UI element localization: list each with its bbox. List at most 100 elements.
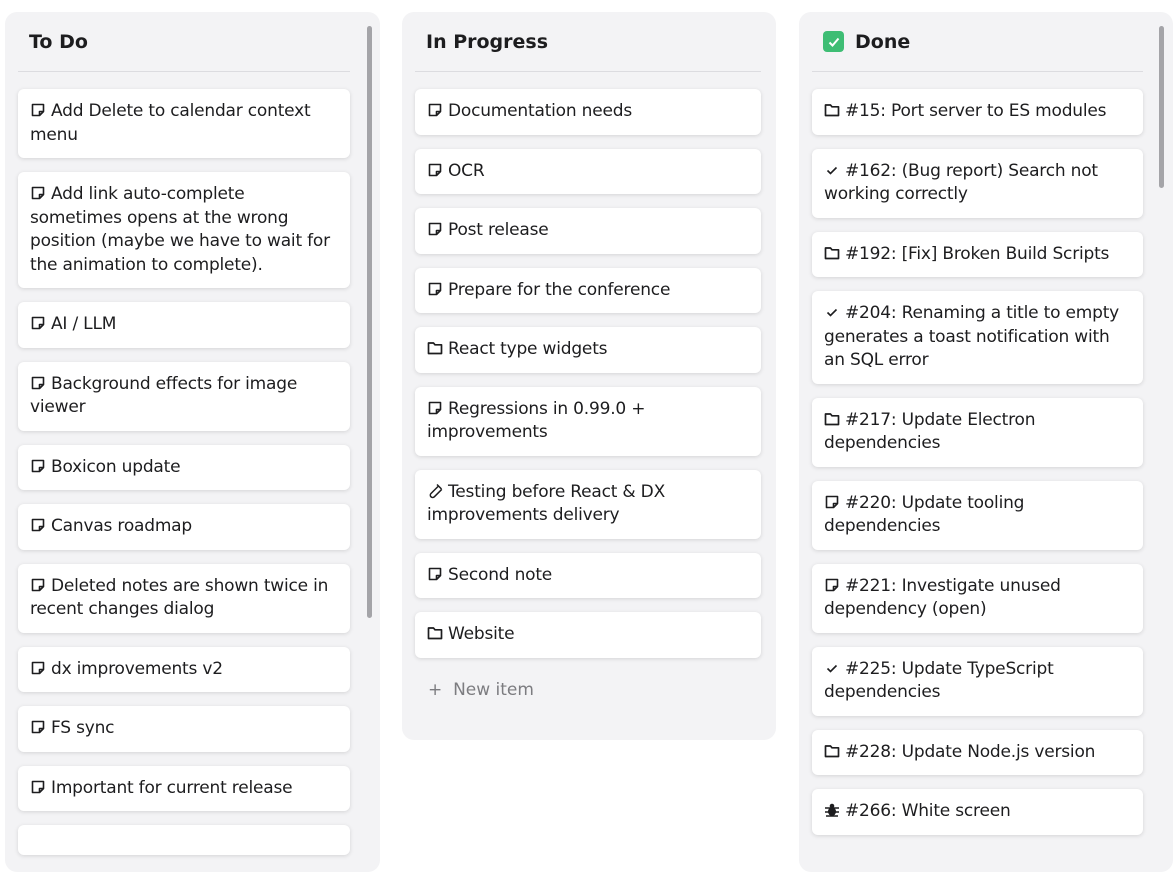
column-title: Done [855,30,911,53]
column-in-progress: In Progress Documentation needs OCR Post r… [402,12,776,740]
note-icon [30,458,46,474]
folder-icon [824,743,840,759]
card-title: AI / LLM [51,314,117,334]
card[interactable]: Important for current release [18,765,350,811]
card[interactable]: Boxicon update [18,444,350,490]
card[interactable]: Testing before React & DX improvements d… [415,469,761,539]
card[interactable] [18,825,350,855]
card-title: Important for current release [51,777,293,798]
check-icon [824,162,840,178]
column-header: Done [812,12,1143,72]
check-box-icon [823,31,844,52]
note-icon [824,494,840,510]
card-title: Post release [448,220,549,240]
column-header: In Progress [415,12,761,72]
card-title: #221: Investigate unused dependency (ope… [824,575,1061,620]
card-title: #228: Update Node.js version [845,741,1096,762]
note-icon [427,162,443,178]
card-title: Canvas roadmap [51,516,192,536]
card-list: #15: Port server to ES modules #162: (Bug… [812,72,1143,835]
card[interactable]: #217: Update Electron dependencies [812,397,1143,467]
note-icon [30,719,46,735]
card-title: #225: Update TypeScript dependencies [824,658,1054,703]
card[interactable]: OCR [415,148,761,194]
note-icon [427,566,443,582]
card[interactable]: #228: Update Node.js version [812,729,1143,775]
card-title: Testing before React & DX improvements d… [427,481,666,526]
card[interactable]: Second note [415,552,761,598]
note-icon [427,221,443,237]
note-icon [30,315,46,331]
column-to-do: To Do Add Delete to calendar context men… [5,12,380,872]
note-icon [30,102,46,118]
note-icon [30,779,46,795]
card-title: FS sync [51,718,115,738]
scrollbar[interactable] [367,26,372,618]
folder-icon [824,102,840,118]
note-icon [824,577,840,593]
card[interactable]: Documentation needs [415,89,761,135]
card-title: OCR [448,160,485,181]
card[interactable]: Deleted notes are shown twice in recent … [18,563,350,633]
card-title: #162: (Bug report) Search not working co… [824,160,1098,205]
folder-icon [427,340,443,356]
folder-icon [824,411,840,427]
note-icon [30,660,46,676]
card-title: React type widgets [448,339,608,359]
check-icon [824,660,840,676]
note-icon [427,102,443,118]
new-item-label: New item [453,679,534,700]
card[interactable]: #221: Investigate unused dependency (ope… [812,563,1143,633]
folder-icon [427,625,443,641]
card[interactable]: FS sync [18,706,350,752]
card[interactable]: dx improvements v2 [18,646,350,692]
card[interactable]: #15: Port server to ES modules [812,89,1143,135]
card-list: Documentation needs OCR Post release Prepar… [415,72,761,658]
card[interactable]: #266: White screen [812,789,1143,835]
folder-icon [824,245,840,261]
card[interactable]: React type widgets [415,327,761,373]
test-tube-icon [427,483,443,499]
card[interactable]: Regressions in 0.99.0 + improvements [415,386,761,456]
card[interactable]: #225: Update TypeScript dependencies [812,646,1143,716]
card-title: Add Delete to calendar context menu [30,101,311,145]
bug-icon [824,802,840,818]
card-title: Deleted notes are shown twice in recent … [30,575,329,620]
card-title: #192: [Fix] Broken Build Scripts [845,243,1110,264]
note-icon [30,517,46,533]
column-title: To Do [29,30,88,53]
card[interactable]: #192: [Fix] Broken Build Scripts [812,231,1143,277]
card[interactable]: #220: Update tooling dependencies [812,480,1143,550]
card-title: Documentation needs [448,101,632,121]
card[interactable]: Add Delete to calendar context menu [18,89,350,158]
card-title: Boxicon update [51,456,181,477]
note-icon [427,281,443,297]
card[interactable]: AI / LLM [18,302,350,348]
scrollbar[interactable] [1159,26,1164,188]
card[interactable]: Canvas roadmap [18,504,350,550]
card[interactable]: #204: Renaming a title to empty generate… [812,291,1143,384]
card[interactable]: Post release [415,208,761,254]
card-title: Prepare for the conference [448,279,671,300]
check-icon [824,304,840,320]
card-list: Add Delete to calendar context menu Add l… [18,72,350,855]
card-title: Background effects for image viewer [30,373,298,418]
card-title: #217: Update Electron dependencies [824,409,1036,454]
card-title: Add link auto-complete sometimes opens a… [30,184,330,275]
card-title: #15: Port server to ES modules [845,101,1107,121]
card-title: #220: Update tooling dependencies [824,492,1025,537]
card[interactable]: Website [415,612,761,658]
card-title: #204: Renaming a title to empty generate… [824,303,1120,370]
card[interactable]: Prepare for the conference [415,267,761,313]
card-title: Regressions in 0.99.0 + improvements [427,398,646,443]
card-title: dx improvements v2 [51,658,223,679]
card[interactable]: #162: (Bug report) Search not working co… [812,148,1143,218]
note-icon [30,375,46,391]
plus-icon: + [428,679,443,700]
card-title: #266: White screen [845,801,1011,821]
new-item-button[interactable]: + New item [415,658,763,722]
note-icon [30,185,46,201]
card[interactable]: Background effects for image viewer [18,361,350,431]
note-icon [427,400,443,416]
card[interactable]: Add link auto-complete sometimes opens a… [18,172,350,288]
